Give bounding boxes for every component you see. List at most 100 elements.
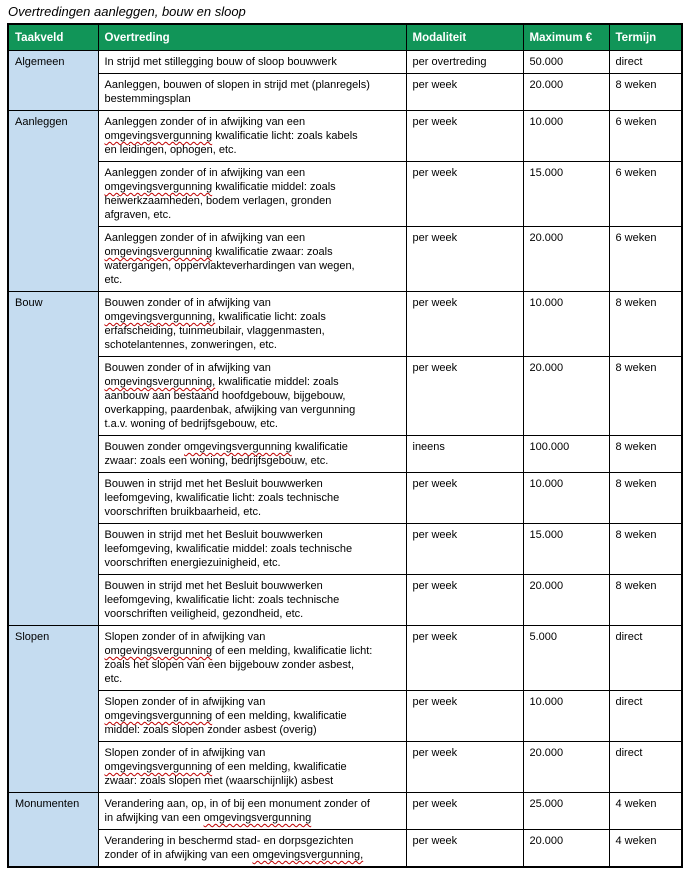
table-row: Aanleggen zonder of in afwijking van een… (8, 226, 683, 292)
table-row: Aanleggen, bouwen of slopen in strijd me… (8, 73, 683, 111)
text-segment: Bouwen zonder (104, 441, 184, 453)
overtreding-cell: Aanleggen zonder of in afwijking van een… (97, 161, 407, 227)
table-row: Bouw Bouwen zonder of in afwijking van om… (7, 291, 683, 626)
text-segment: Bouwen in strijd met het Besluit bouwwer… (104, 529, 353, 569)
maximum-cell: 10.000 (522, 472, 610, 524)
table-row: Slopen zonder of in afwijking van omgevi… (8, 690, 683, 742)
text-segment: kwalificatie licht: zoals kabels en leid… (104, 130, 358, 156)
maximum-cell: 10.000 (522, 690, 610, 742)
table-row: Slopen zonder of in afwijking van omgevi… (8, 741, 683, 793)
modaliteit-cell: per week (405, 226, 524, 292)
modaliteit-cell: per week (405, 690, 524, 742)
overtreding-cell: Bouwen in strijd met het Besluit bouwwer… (97, 574, 407, 626)
taakveld-cell: Algemeen (7, 50, 99, 111)
termijn-cell: 8 weken (608, 291, 683, 357)
table-row: Algemeen In strijd met stillegging bouw o… (7, 50, 683, 111)
maximum-cell: 50.000 (522, 50, 610, 74)
table-header-row: Taakveld Overtreding Modaliteit Maximum … (7, 23, 683, 51)
text-segment: of een melding, kwalificatie zwaar: zoal… (104, 761, 347, 787)
overtreding-cell: Slopen zonder of in afwijking van omgevi… (97, 741, 407, 793)
table-body: Algemeen In strijd met stillegging bouw o… (7, 50, 683, 868)
termijn-cell: 8 weken (608, 435, 683, 473)
modaliteit-cell: per week (405, 574, 524, 626)
maximum-cell: 20.000 (522, 574, 610, 626)
misspelled-word: omgevingsvergunning, (104, 311, 216, 323)
maximum-cell: 20.000 (522, 741, 610, 793)
text-segment: Bouwen in strijd met het Besluit bouwwer… (104, 580, 340, 620)
termijn-cell: 8 weken (608, 73, 683, 111)
termijn-cell: 8 weken (608, 356, 683, 436)
overtreding-cell: Aanleggen zonder of in afwijking van een… (97, 110, 407, 162)
text-segment: kwalificatie middel: zoals heiwerkzaamhe… (104, 181, 336, 221)
misspelled-word: omgevingsvergunning (104, 645, 213, 657)
misspelled-word: omgevingsvergunning (104, 181, 213, 193)
misspelled-word: omgevingsvergunning (104, 710, 213, 722)
violations-table: Taakveld Overtreding Modaliteit Maximum … (7, 23, 683, 868)
text-segment: kwalificatie zwaar: zoals een woning, be… (104, 441, 348, 467)
overtreding-cell: Verandering in beschermd stad- en dorpsg… (97, 829, 407, 868)
table-row: Bouwen zonder of in afwijking van omgevi… (8, 356, 683, 436)
termijn-cell: 6 weken (608, 110, 683, 162)
maximum-cell: 100.000 (522, 435, 610, 473)
modaliteit-cell: ineens (405, 435, 524, 473)
maximum-cell: 15.000 (522, 523, 610, 575)
table-row: Bouwen in strijd met het Besluit bouwwer… (8, 574, 683, 626)
overtreding-cell: In strijd met stillegging bouw of sloop … (97, 50, 407, 74)
table-row: Verandering in beschermd stad- en dorpsg… (8, 829, 683, 868)
text-segment: Aanleggen zonder of in afwijking van een (104, 167, 306, 179)
table-row: Bouwen in strijd met het Besluit bouwwer… (8, 472, 683, 524)
taakveld-cell: Slopen (7, 625, 99, 793)
taakveld-cell: Monumenten (7, 792, 99, 868)
modaliteit-cell: per week (405, 792, 524, 830)
column-header-modaliteit: Modaliteit (405, 23, 524, 51)
termijn-cell: direct (608, 50, 683, 74)
column-header-overtreding: Overtreding (97, 23, 407, 51)
overtreding-cell: Aanleggen, bouwen of slopen in strijd me… (97, 73, 407, 111)
termijn-cell: 8 weken (608, 523, 683, 575)
overtreding-cell: Slopen zonder of in afwijking van omgevi… (97, 690, 407, 742)
text-segment: kwalificatie licht: zoals erfafscheiding… (104, 311, 326, 351)
termijn-cell: 4 weken (608, 792, 683, 830)
table-row: Monumenten Verandering aan, op, in of bij… (7, 792, 683, 868)
text-segment: Aanleggen zonder of in afwijking van een (104, 116, 306, 128)
table-row: Bouwen in strijd met het Besluit bouwwer… (8, 523, 683, 575)
modaliteit-cell: per week (405, 741, 524, 793)
text-segment: Aanleggen zonder of in afwijking van een (104, 232, 306, 244)
maximum-cell: 25.000 (522, 792, 610, 830)
termijn-cell: 8 weken (608, 574, 683, 626)
modaliteit-cell: per week (405, 291, 524, 357)
text-segment: kwalificatie middel: zoals aanbouw aan b… (104, 376, 356, 430)
overtreding-cell: Bouwen zonder omgevingsvergunning kwalif… (97, 435, 407, 473)
misspelled-word: omgevingsvergunning (104, 246, 213, 258)
termijn-cell: 8 weken (608, 472, 683, 524)
text-segment: Verandering in beschermd stad- en dorpsg… (104, 835, 354, 861)
table-row: Slopen Slopen zonder of in afwijking van … (7, 625, 683, 793)
text-segment: kwalificatie zwaar: zoals watergangen, o… (104, 246, 355, 286)
maximum-cell: 20.000 (522, 226, 610, 292)
overtreding-cell: Slopen zonder of in afwijking van omgevi… (97, 625, 407, 691)
modaliteit-cell: per week (405, 356, 524, 436)
taakveld-cell: Bouw (7, 291, 99, 626)
overtreding-cell: Bouwen in strijd met het Besluit bouwwer… (97, 523, 407, 575)
modaliteit-cell: per week (405, 829, 524, 868)
text-segment: Aanleggen, bouwen of slopen in strijd me… (104, 79, 370, 105)
misspelled-word: omgevingsvergunning (104, 130, 213, 142)
column-header-maximum: Maximum € (522, 23, 610, 51)
misspelled-word: omgevingsvergunning (104, 761, 213, 773)
maximum-cell: 10.000 (522, 110, 610, 162)
modaliteit-cell: per week (405, 73, 524, 111)
overtreding-cell: Bouwen in strijd met het Besluit bouwwer… (97, 472, 407, 524)
misspelled-word: omgevingsvergunning (184, 441, 292, 453)
text-segment: Bouwen in strijd met het Besluit bouwwer… (104, 478, 340, 518)
modaliteit-cell: per week (405, 523, 524, 575)
table-row: Bouwen zonder omgevingsvergunning kwalif… (8, 435, 683, 473)
termijn-cell: direct (608, 741, 683, 793)
misspelled-word: omgevingsvergunning, (252, 849, 364, 861)
overtreding-cell: Bouwen zonder of in afwijking van omgevi… (97, 356, 407, 436)
termijn-cell: 6 weken (608, 226, 683, 292)
termijn-cell: direct (608, 690, 683, 742)
modaliteit-cell: per week (405, 110, 524, 162)
table-title: Overtredingen aanleggen, bouw en sloop (8, 4, 246, 19)
text-segment: Slopen zonder of in afwijking van (104, 747, 266, 759)
